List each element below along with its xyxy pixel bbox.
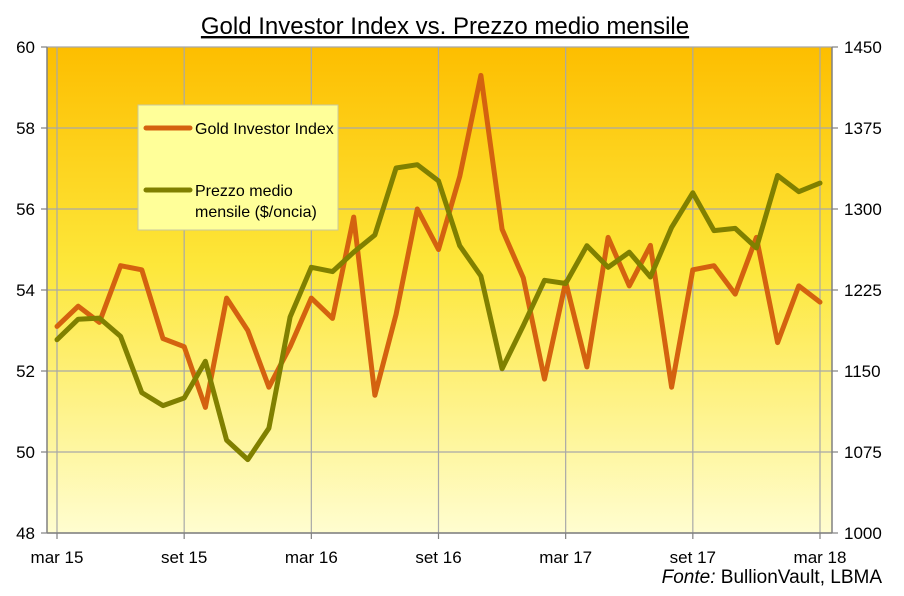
legend-label: Prezzo medio xyxy=(195,183,293,200)
chart-title: Gold Investor Index vs. Prezzo medio men… xyxy=(201,13,689,40)
x-tick-label: mar 16 xyxy=(285,548,338,567)
x-tick-label: mar 17 xyxy=(539,548,592,567)
y-left-tick-label: 60 xyxy=(16,38,35,57)
legend-label: Gold Investor Index xyxy=(195,121,334,138)
y-left-tick-label: 58 xyxy=(16,119,35,138)
x-tick-label: set 16 xyxy=(415,548,461,567)
y-right-tick-label: 1450 xyxy=(844,38,882,57)
y-left-tick-label: 52 xyxy=(16,362,35,381)
y-left-tick-label: 56 xyxy=(16,200,35,219)
x-tick-label: set 17 xyxy=(670,548,716,567)
y-left-tick-label: 54 xyxy=(16,281,35,300)
source-label: Fonte: xyxy=(661,567,716,588)
series-line-gold-investor-index xyxy=(54,72,823,410)
y-right-tick-label: 1300 xyxy=(844,200,882,219)
y-right-tick-label: 1225 xyxy=(844,281,882,300)
axes: 48 50 52 54 56 58 60 1000 1075 1150 1225 1300 1375 14… xyxy=(16,38,882,567)
y-left-tick-label: 50 xyxy=(16,443,35,462)
y-right-tick-label: 1375 xyxy=(844,119,882,138)
series-line-prezzo-medio xyxy=(54,162,823,463)
legend: Gold Investor Index Prezzo medio mensile (… xyxy=(137,104,339,231)
x-tick-label: mar 15 xyxy=(31,548,84,567)
y-left-tick-label: 48 xyxy=(16,524,35,543)
series-layer xyxy=(54,72,823,463)
x-tick-label: set 15 xyxy=(161,548,207,567)
legend-label: mensile ($/oncia) xyxy=(195,204,317,221)
y-right-tick-label: 1000 xyxy=(844,524,882,543)
source-note: Fonte: BullionVault, LBMA xyxy=(662,567,882,589)
x-tick-label: mar 18 xyxy=(794,548,847,567)
y-right-tick-label: 1075 xyxy=(844,443,882,462)
source-value: BullionVault, LBMA xyxy=(720,567,882,588)
y-right-tick-label: 1150 xyxy=(844,362,881,381)
